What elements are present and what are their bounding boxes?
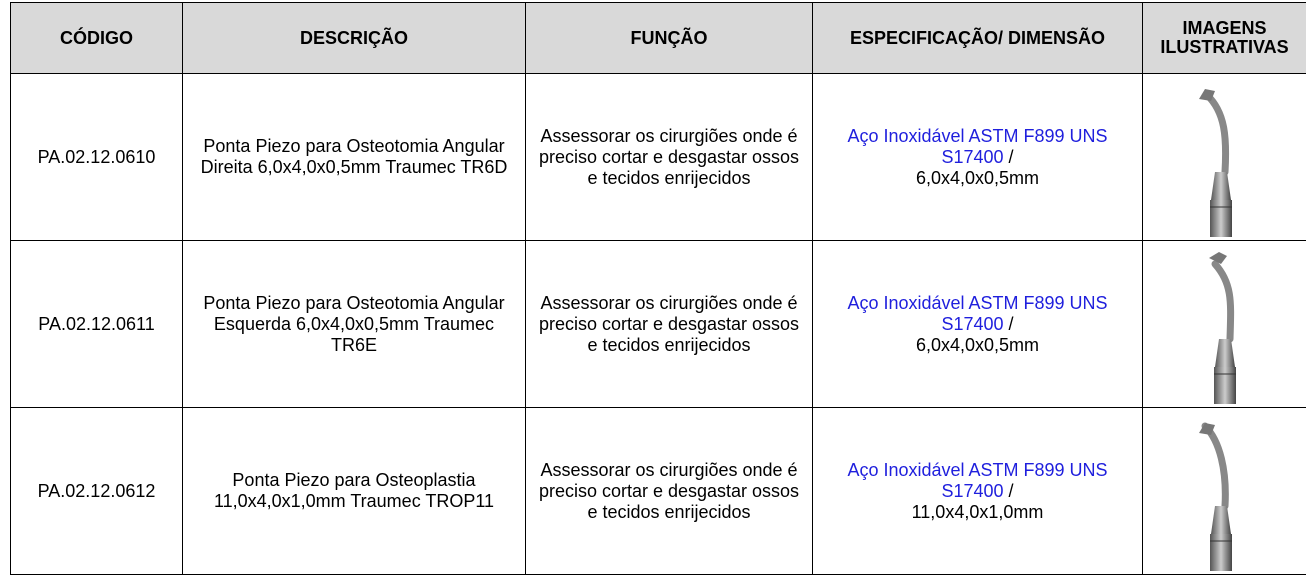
function-cell: Assessorar os cirurgiões onde é preciso … — [525, 407, 813, 575]
dimension: 6,0x4,0x0,5mm — [915, 167, 1040, 188]
spec-cell: Aço Inoxidável ASTM F899 UNS S17400 /6,0… — [812, 240, 1143, 408]
material: Aço Inoxidável ASTM F899 UNS S17400 — [847, 292, 1108, 334]
header-cell: ESPECIFICAÇÃO/ DIMENSÃO — [812, 2, 1143, 74]
image-cell — [1142, 407, 1306, 575]
table-row: PA.02.12.0611 Ponta Piezo para Osteotomia… — [10, 240, 1306, 408]
code-cell: PA.02.12.0612 — [10, 407, 183, 575]
separator: / — [1008, 313, 1014, 334]
header-cell: DESCRIÇÃO — [182, 2, 526, 74]
description-cell: Ponta Piezo para Osteotomia Angular Esqu… — [182, 240, 526, 408]
description-cell: Ponta Piezo para Osteoplastia 11,0x4,0x1… — [182, 407, 526, 575]
tip-image — [1198, 89, 1232, 237]
function-cell: Assessorar os cirurgiões onde é preciso … — [525, 73, 813, 241]
header-cell: CÓDIGO — [10, 2, 183, 74]
product-table: CÓDIGO DESCRIÇÃO FUNÇÃO ESPECIFICAÇÃO/ DIME… — [10, 2, 1306, 575]
table-body: PA.02.12.0610 Ponta Piezo para Osteotomia… — [10, 73, 1306, 575]
material: Aço Inoxidável ASTM F899 UNS S17400 — [847, 459, 1108, 501]
dimension: 6,0x4,0x0,5mm — [915, 334, 1040, 355]
header-cell: IMAGENS ILUSTRATIVAS — [1142, 2, 1306, 74]
spec-cell: Aço Inoxidável ASTM F899 UNS S17400 /6,0… — [812, 73, 1143, 241]
image-cell — [1142, 240, 1306, 408]
image-cell — [1142, 73, 1306, 241]
tip-image — [1208, 252, 1236, 404]
spec-cell: Aço Inoxidável ASTM F899 UNS S17400 /11,… — [812, 407, 1143, 575]
function-cell: Assessorar os cirurgiões onde é preciso … — [525, 240, 813, 408]
separator: / — [1008, 146, 1014, 167]
table-row: PA.02.12.0610 Ponta Piezo para Osteotomia… — [10, 73, 1306, 241]
description-cell: Ponta Piezo para Osteotomia Angular Dire… — [182, 73, 526, 241]
header-cell: FUNÇÃO — [525, 2, 813, 74]
code-cell: PA.02.12.0611 — [10, 240, 183, 408]
material: Aço Inoxidável ASTM F899 UNS S17400 — [847, 125, 1108, 167]
separator: / — [1008, 480, 1014, 501]
header-row: CÓDIGO DESCRIÇÃO FUNÇÃO ESPECIFICAÇÃO/ DIME… — [10, 2, 1306, 74]
dimension: 11,0x4,0x1,0mm — [911, 501, 1044, 522]
code-cell: PA.02.12.0610 — [10, 73, 183, 241]
table-row: PA.02.12.0612 Ponta Piezo para Osteoplast… — [10, 407, 1306, 575]
tip-image — [1198, 422, 1232, 571]
